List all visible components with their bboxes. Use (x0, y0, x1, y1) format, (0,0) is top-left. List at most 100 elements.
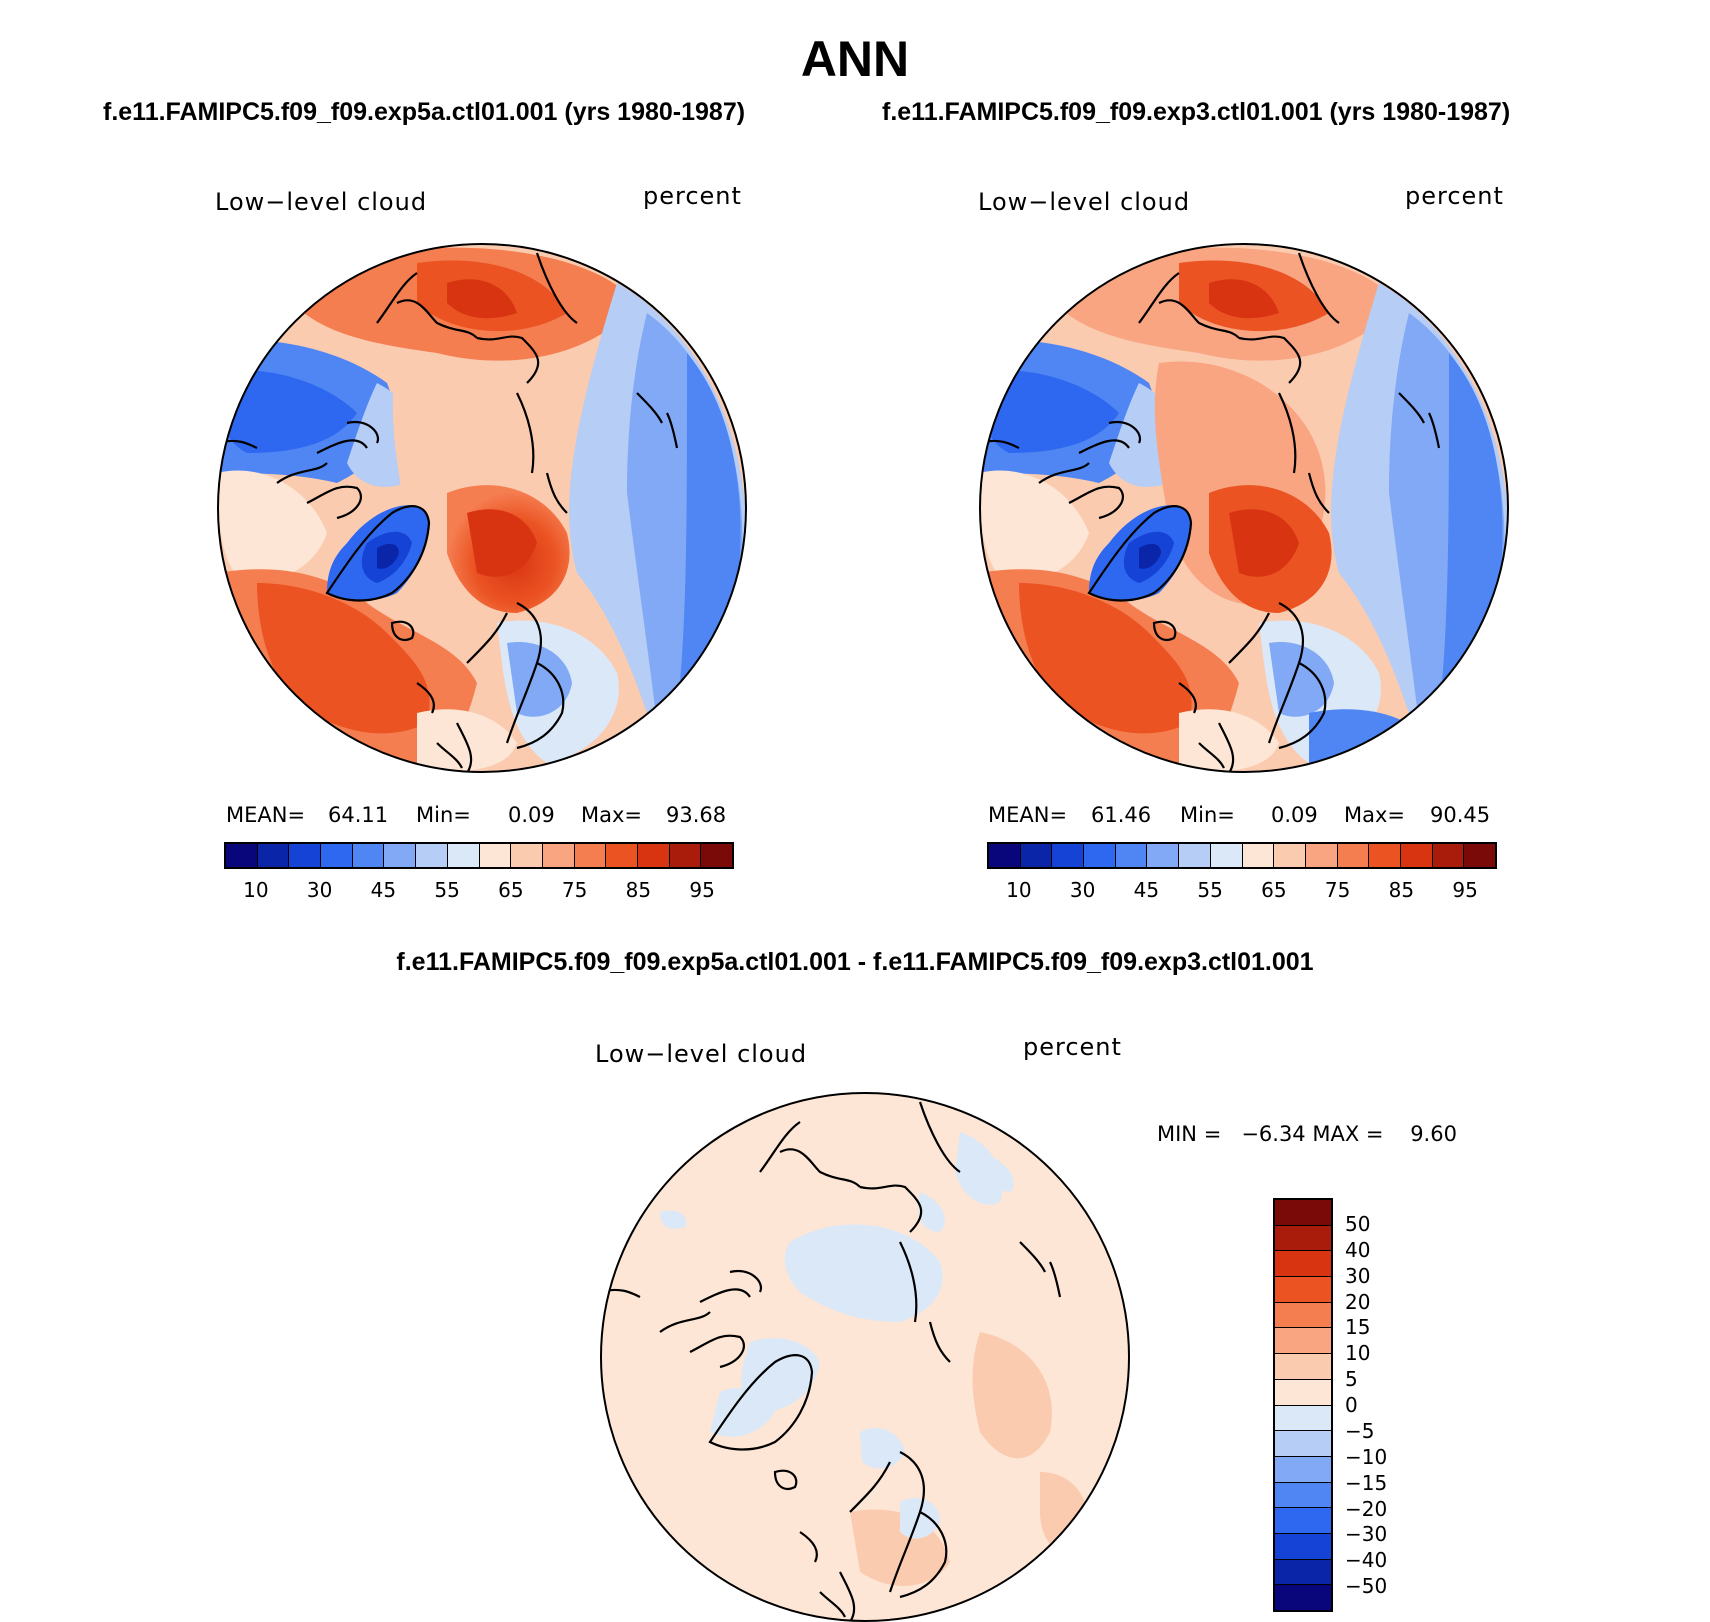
colorbar-swatch (1115, 844, 1148, 867)
colorbar-swatch (1369, 844, 1401, 867)
colorbar-swatch (574, 844, 607, 867)
colorbar-swatch (1275, 1379, 1331, 1406)
colorbar-tick-label: 65 (498, 878, 524, 902)
left-colorbar-ticks: 10 30 45 55 65 75 85 95 (224, 878, 734, 904)
right-variable-label: Low−level cloud (978, 188, 1191, 216)
colorbar-swatch (352, 844, 385, 867)
colorbar-swatch (479, 844, 512, 867)
colorbar-tick-label: −40 (1345, 1548, 1388, 1573)
colorbar-tick-label: 95 (689, 878, 715, 902)
colorbar-tick-label: −5 (1345, 1418, 1375, 1443)
colorbar-tick-label: −15 (1345, 1470, 1388, 1495)
diff-colorbar (1273, 1198, 1333, 1612)
colorbar-tick-label: −30 (1345, 1522, 1388, 1547)
colorbar-tick-label: 50 (1345, 1211, 1371, 1236)
colorbar-swatch (1275, 1431, 1331, 1457)
left-units-label: percent (643, 182, 742, 210)
colorbar-tick-label: 30 (1345, 1263, 1371, 1288)
diff-minmax-text: MIN = −6.34 MAX = 9.60 (1157, 1122, 1457, 1146)
colorbar-swatch (1275, 1200, 1331, 1226)
colorbar-swatch (1275, 1251, 1331, 1278)
colorbar-tick-label: 85 (1388, 878, 1415, 902)
colorbar-swatch (669, 844, 702, 867)
colorbar-swatch (1275, 1559, 1331, 1586)
left-mean-value: 64.11 (328, 803, 389, 827)
right-units-label: percent (1405, 182, 1504, 210)
colorbar-swatch (226, 844, 258, 867)
diff-variable-label: Low−level cloud (595, 1040, 808, 1068)
colorbar-swatch (1210, 844, 1243, 867)
left-variable-label: Low−level cloud (215, 188, 428, 216)
colorbar-swatch (1179, 844, 1211, 867)
colorbar-tick-label: 65 (1261, 878, 1287, 902)
left-max-value: 93.68 (666, 803, 727, 827)
left-polar-map (217, 243, 747, 773)
colorbar-swatch (1052, 844, 1085, 867)
colorbar-tick-label: 75 (1324, 878, 1351, 902)
colorbar-swatch (1274, 844, 1306, 867)
case2-title: f.e11.FAMIPC5.f09_f09.exp3.ctl01.001 (yr… (882, 98, 1511, 126)
figure-title: ANN (800, 31, 910, 87)
colorbar-swatch (637, 844, 670, 867)
left-min-label: Min= (416, 803, 471, 827)
left-colorbar (224, 842, 734, 869)
colorbar-tick-label: 30 (306, 878, 333, 902)
colorbar-swatch (1337, 844, 1370, 867)
colorbar-tick-label: 45 (370, 878, 397, 902)
colorbar-tick-label: 0 (1345, 1393, 1358, 1417)
colorbar-swatch (1275, 1456, 1331, 1483)
colorbar-swatch (1275, 1482, 1331, 1509)
colorbar-swatch (447, 844, 480, 867)
colorbar-swatch (1275, 1533, 1331, 1560)
left-mean-label: MEAN= (226, 803, 306, 827)
colorbar-tick-label: 20 (1345, 1289, 1371, 1314)
colorbar-swatch (1242, 844, 1275, 867)
diff-polar-map (600, 1092, 1130, 1622)
colorbar-tick-label: 45 (1133, 878, 1160, 902)
right-max-value: 90.45 (1430, 803, 1491, 827)
colorbar-swatch (1147, 844, 1180, 867)
right-min-value: 0.09 (1271, 803, 1318, 827)
colorbar-swatch (1275, 1277, 1331, 1303)
right-polar-map (979, 243, 1509, 773)
colorbar-tick-label: 85 (625, 878, 652, 902)
colorbar-swatch (384, 844, 417, 867)
colorbar-swatch (606, 844, 638, 867)
colorbar-tick-label: 55 (434, 878, 460, 902)
colorbar-tick-label: 40 (1345, 1237, 1371, 1262)
colorbar-tick-label: 10 (243, 878, 269, 902)
colorbar-tick-label: −10 (1345, 1444, 1388, 1469)
colorbar-tick-label: 95 (1452, 878, 1478, 902)
colorbar-tick-label: 55 (1197, 878, 1223, 902)
left-min-value: 0.09 (508, 803, 555, 827)
left-max-label: Max= (581, 803, 643, 827)
colorbar-swatch (416, 844, 448, 867)
right-mean-value: 61.46 (1091, 803, 1152, 827)
colorbar-swatch (511, 844, 543, 867)
colorbar-tick-label: 5 (1345, 1367, 1358, 1392)
colorbar-tick-label: 10 (1345, 1341, 1371, 1366)
colorbar-swatch (321, 844, 353, 867)
colorbar-tick-label: 10 (1006, 878, 1032, 902)
colorbar-tick-label: −20 (1345, 1496, 1388, 1521)
colorbar-swatch (1464, 844, 1495, 867)
colorbar-swatch (1275, 1508, 1331, 1534)
colorbar-tick-label: 75 (561, 878, 588, 902)
colorbar-swatch (1305, 844, 1338, 867)
colorbar-swatch (1275, 1585, 1331, 1610)
right-max-label: Max= (1344, 803, 1406, 827)
colorbar-swatch (989, 844, 1021, 867)
colorbar-swatch (1275, 1354, 1331, 1380)
colorbar-swatch (701, 844, 732, 867)
colorbar-swatch (1020, 844, 1053, 867)
right-colorbar (987, 842, 1497, 869)
colorbar-tick-label: 30 (1069, 878, 1096, 902)
colorbar-swatch (542, 844, 575, 867)
right-min-label: Min= (1180, 803, 1235, 827)
colorbar-swatch (1275, 1225, 1331, 1252)
diff-title: f.e11.FAMIPC5.f09_f09.exp5a.ctl01.001 - … (396, 948, 1314, 976)
colorbar-swatch (289, 844, 322, 867)
case1-title: f.e11.FAMIPC5.f09_f09.exp5a.ctl01.001 (y… (103, 98, 746, 126)
colorbar-swatch (257, 844, 290, 867)
right-mean-label: MEAN= (988, 803, 1068, 827)
